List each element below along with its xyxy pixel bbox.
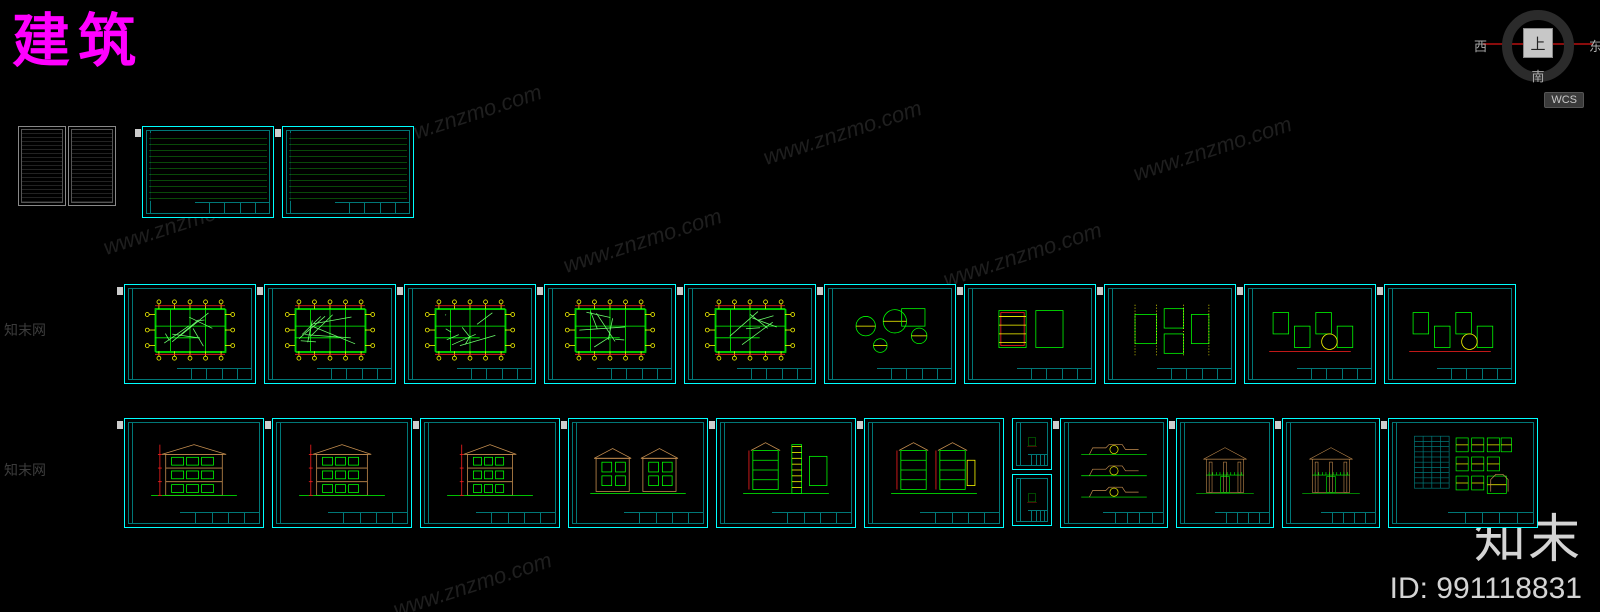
- wcs-indicator[interactable]: WCS: [1544, 92, 1584, 108]
- drawing-index-tables[interactable]: [18, 126, 116, 206]
- compass-south: 南: [1531, 66, 1544, 85]
- drawing-sheet[interactable]: [1384, 284, 1516, 384]
- drawing-sheet[interactable]: [568, 418, 708, 528]
- compass-west: 西: [1474, 36, 1487, 55]
- drawing-sheet[interactable]: [1104, 284, 1236, 384]
- watermark-url: www.znzmo.com: [560, 203, 725, 279]
- drawing-sheet[interactable]: [1176, 418, 1274, 528]
- watermark-url: www.znzmo.com: [390, 547, 555, 612]
- drawing-sheet[interactable]: [124, 284, 256, 384]
- sheet-row-bot: [124, 418, 1538, 528]
- layer-category-title: 建筑: [12, 0, 144, 78]
- compass-east: 东: [1589, 36, 1600, 55]
- view-cube-face[interactable]: 上: [1523, 28, 1553, 58]
- watermark-url: www.znzmo.com: [760, 95, 925, 171]
- watermark-side-label: 知末网: [4, 320, 46, 340]
- drawing-sheet[interactable]: [684, 284, 816, 384]
- sheet-row-top: [18, 126, 414, 218]
- drawing-sheet[interactable]: [716, 418, 856, 528]
- drawing-sheet[interactable]: [1012, 418, 1052, 470]
- drawing-sheet[interactable]: [544, 284, 676, 384]
- small-detail-sheets[interactable]: [1012, 418, 1052, 526]
- drawing-sheet[interactable]: [404, 284, 536, 384]
- drawing-sheet[interactable]: [124, 418, 264, 528]
- drawing-sheet[interactable]: [1060, 418, 1168, 528]
- drawing-sheet[interactable]: [1012, 474, 1052, 526]
- view-cube[interactable]: 上 南 西 东: [1480, 6, 1596, 90]
- watermark-side-label: 知末网: [4, 460, 46, 480]
- drawing-sheet[interactable]: [864, 418, 1004, 528]
- brand-id: ID: 991118831: [1390, 572, 1582, 606]
- watermark-url: www.znzmo.com: [940, 217, 1105, 293]
- drawing-sheet[interactable]: [420, 418, 560, 528]
- drawing-sheet[interactable]: [264, 284, 396, 384]
- drawing-sheet[interactable]: [282, 126, 414, 218]
- drawing-sheet[interactable]: [964, 284, 1096, 384]
- view-cube-top-label: 上: [1530, 33, 1545, 54]
- sheet-row-mid: [124, 284, 1516, 384]
- drawing-sheet[interactable]: [272, 418, 412, 528]
- drawing-sheet[interactable]: [1244, 284, 1376, 384]
- drawing-sheet[interactable]: [142, 126, 274, 218]
- cad-canvas[interactable]: 建筑 上 南 西 东 WCS 知末网 知末网 www.znzmo.com www…: [0, 0, 1600, 612]
- drawing-sheet[interactable]: [824, 284, 956, 384]
- watermark-url: www.znzmo.com: [1130, 111, 1295, 187]
- drawing-sheet[interactable]: [1282, 418, 1380, 528]
- drawing-sheet[interactable]: [1388, 418, 1538, 528]
